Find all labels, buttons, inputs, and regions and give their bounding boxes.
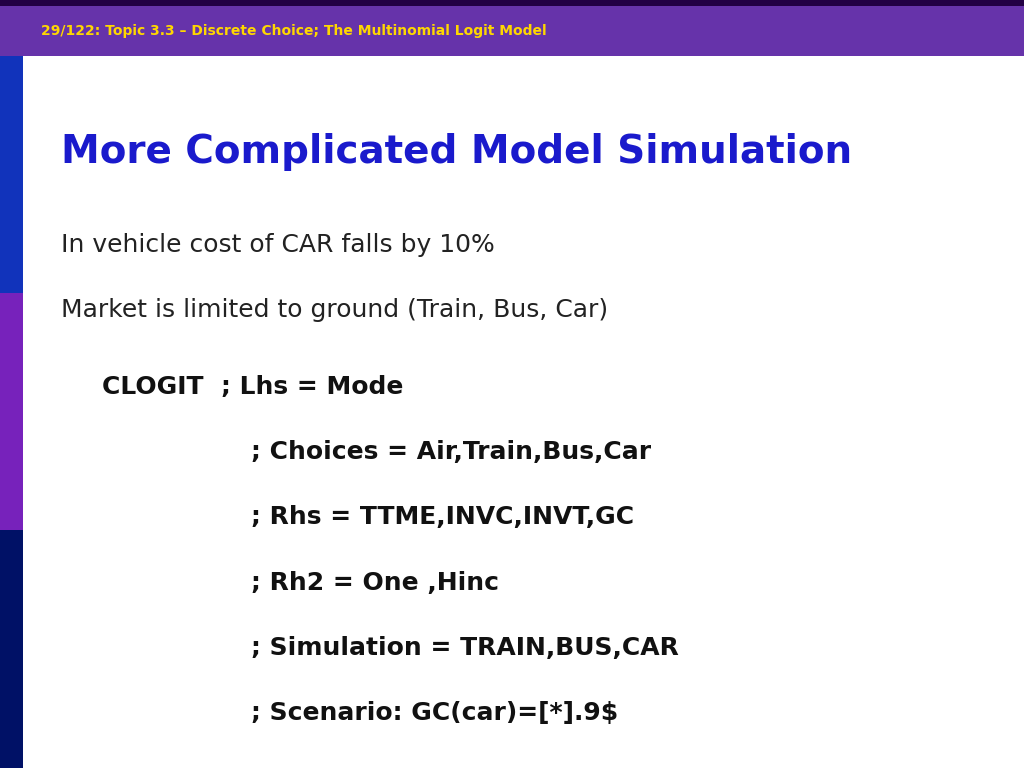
Text: In vehicle cost of CAR falls by 10%: In vehicle cost of CAR falls by 10% [61,233,496,257]
Text: CLOGIT  ; Lhs = Mode: CLOGIT ; Lhs = Mode [102,375,403,399]
Text: ; Rh2 = One ,Hinc: ; Rh2 = One ,Hinc [251,571,499,594]
Text: ; Choices = Air,Train,Bus,Car: ; Choices = Air,Train,Bus,Car [251,440,651,464]
Bar [0,530,23,768]
Text: More Complicated Model Simulation: More Complicated Model Simulation [61,133,853,170]
Bar [0,0,1024,6]
Bar [0,56,23,293]
Text: ; Simulation = TRAIN,BUS,CAR: ; Simulation = TRAIN,BUS,CAR [251,636,679,660]
Text: ; Scenario: GC(car)=[*].9$: ; Scenario: GC(car)=[*].9$ [251,701,618,725]
Bar [0,6,1024,56]
Text: Market is limited to ground (Train, Bus, Car): Market is limited to ground (Train, Bus,… [61,298,608,322]
Text: 29/122: Topic 3.3 – Discrete Choice; The Multinomial Logit Model: 29/122: Topic 3.3 – Discrete Choice; The… [41,24,547,38]
Text: ; Rhs = TTME,INVC,INVT,GC: ; Rhs = TTME,INVC,INVT,GC [251,505,634,529]
Bar [0,293,23,530]
